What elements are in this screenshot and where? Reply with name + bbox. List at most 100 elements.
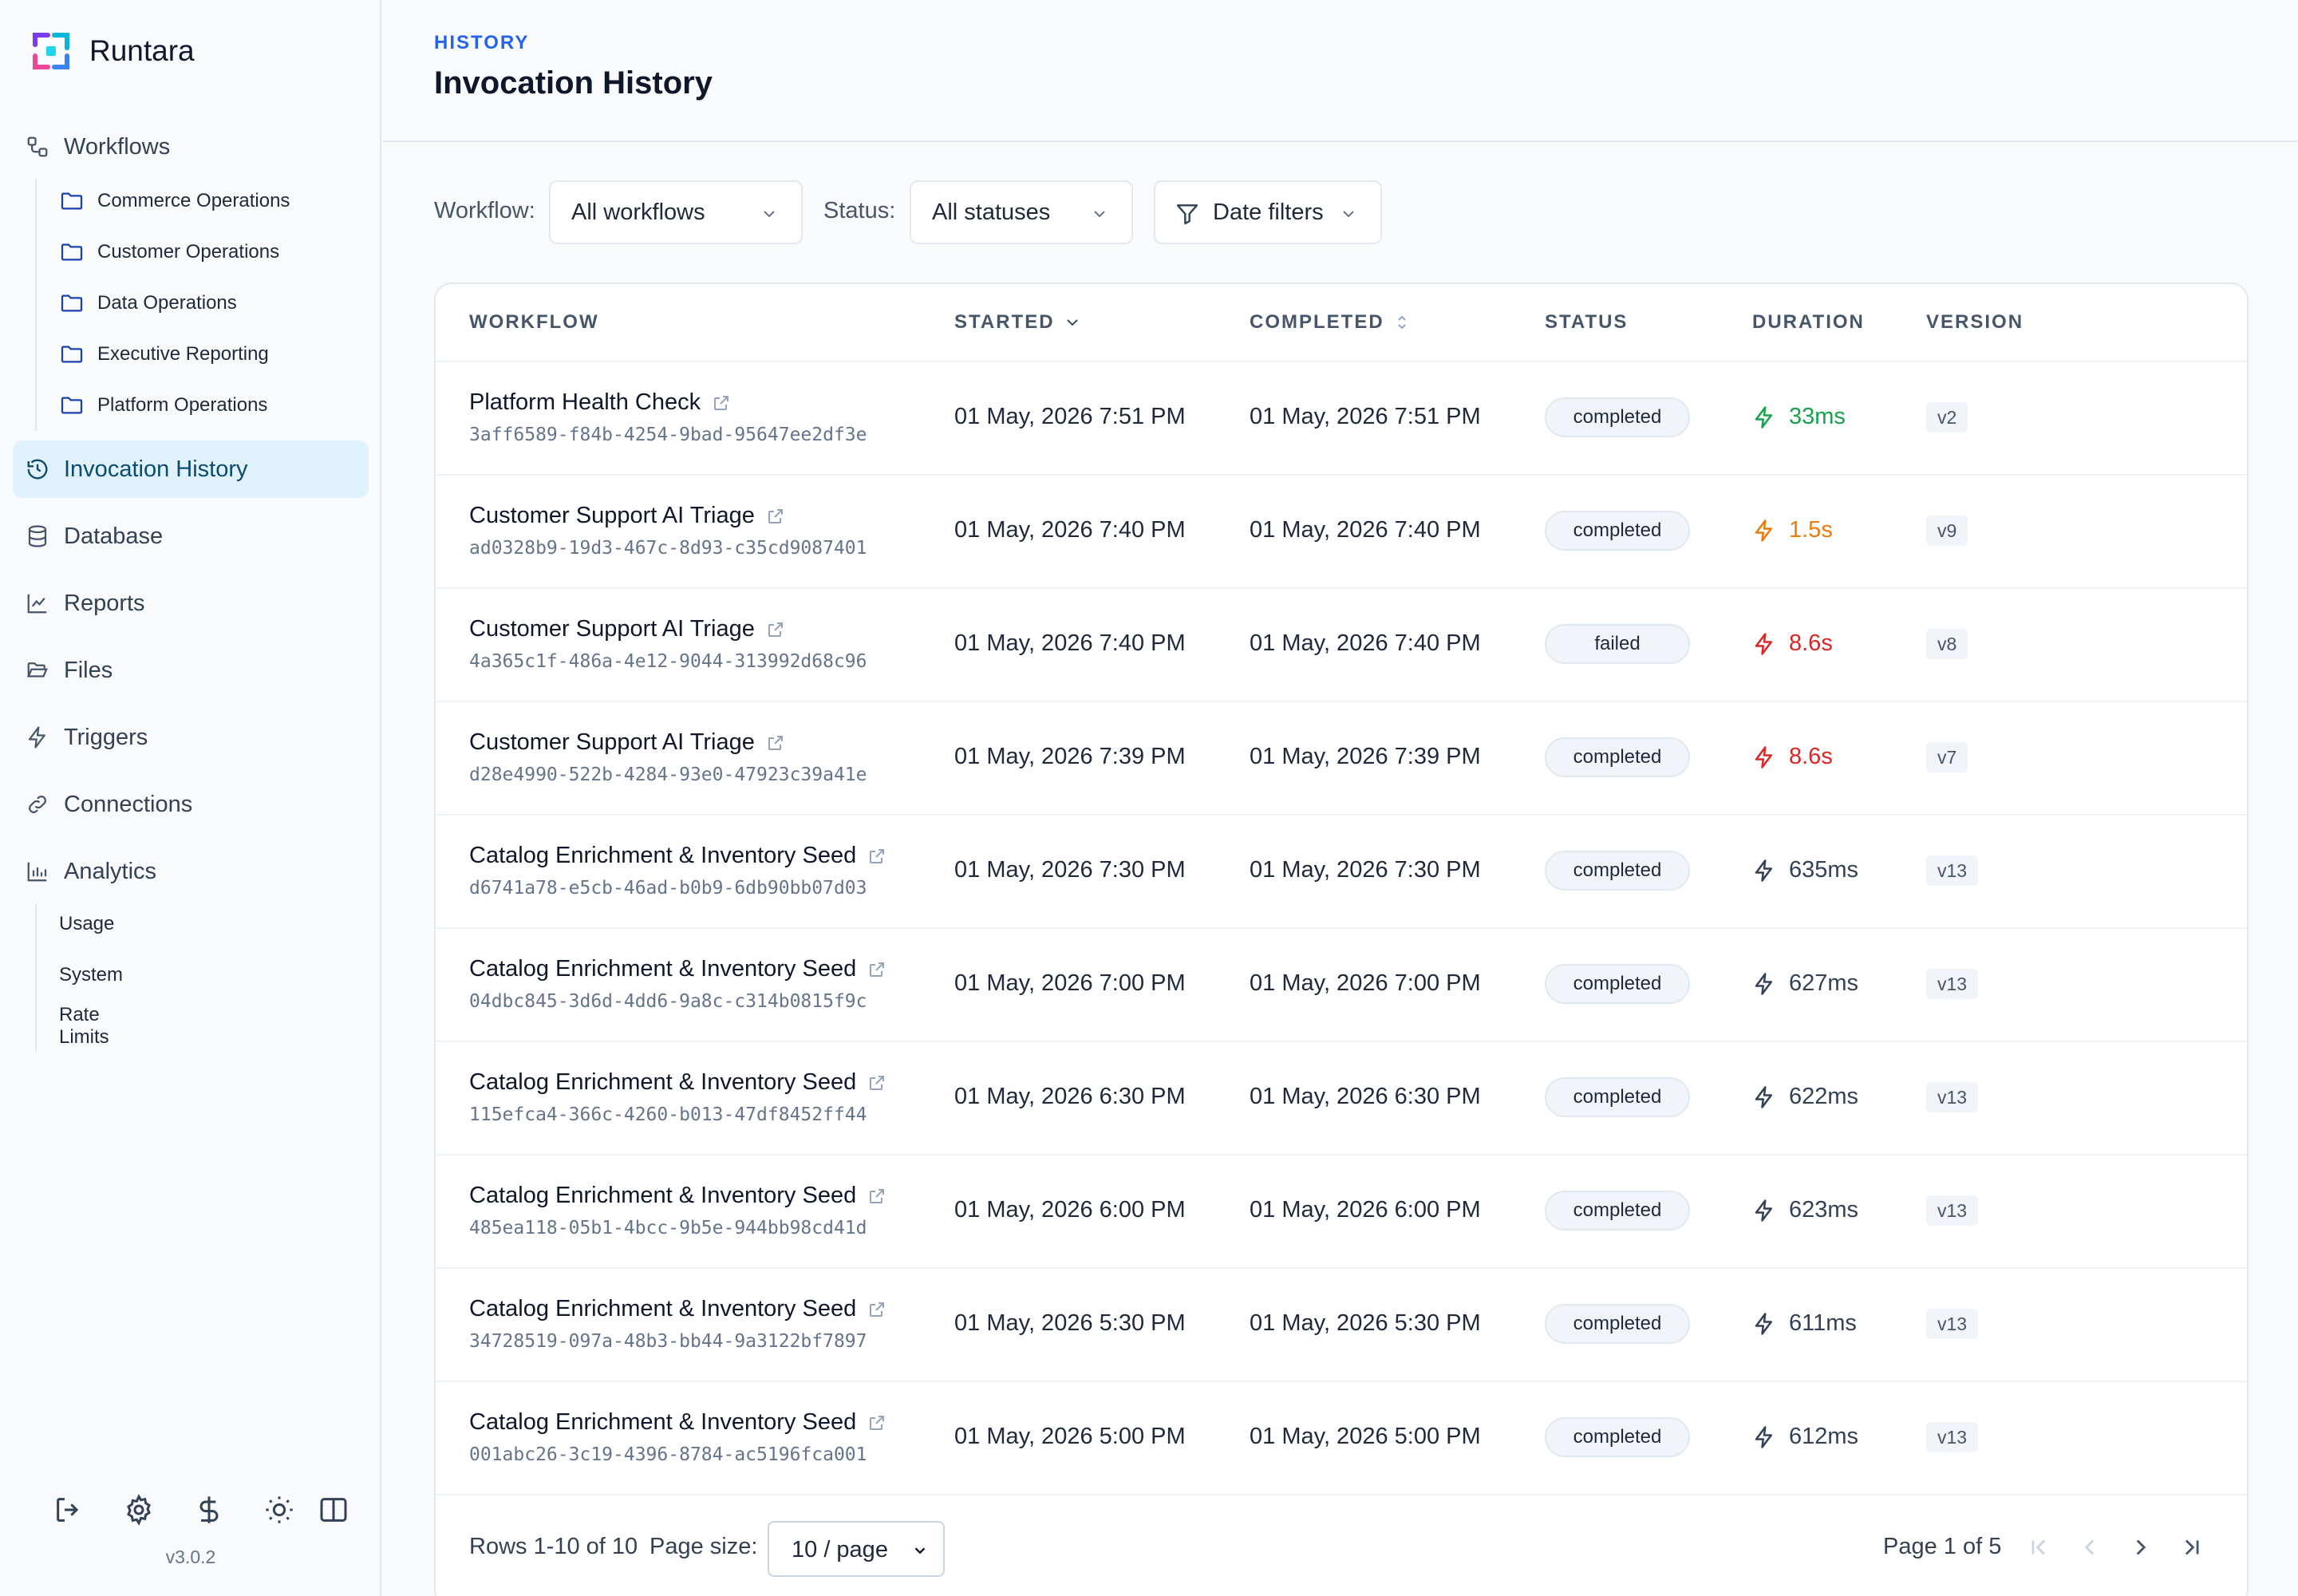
workflow-name-link[interactable]: Catalog Enrichment & Inventory Seed <box>469 1296 886 1322</box>
workflow-name-link[interactable]: Catalog Enrichment & Inventory Seed <box>469 1069 886 1096</box>
table-row[interactable]: Platform Health Check 3aff6589-f84b-4254-… <box>436 362 2247 476</box>
status-badge: completed <box>1545 737 1690 777</box>
workflow-name-link[interactable]: Customer Support AI Triage <box>469 503 785 529</box>
workflow-filter-select[interactable]: All workflows <box>549 180 803 244</box>
folder-icon <box>61 397 83 414</box>
workflow-icon <box>27 136 48 157</box>
external-link-icon[interactable] <box>766 733 785 753</box>
brand[interactable]: Runtara <box>32 32 195 70</box>
filter-bar: Workflow: All workflows Status: All stat… <box>434 180 2189 244</box>
sidebar-item-label: Workflows <box>64 133 171 160</box>
chevron-down-icon <box>1094 211 1105 218</box>
invocation-id: d6741a78-e5cb-46ad-b0b9-6db90bb07d03 <box>469 878 867 899</box>
folder-item-executive-reporting[interactable]: Executive Reporting <box>59 335 269 373</box>
sidebar-item-usage[interactable]: Usage <box>59 913 115 934</box>
workflow-name-link[interactable]: Catalog Enrichment & Inventory Seed <box>469 956 886 982</box>
table-row[interactable]: Customer Support AI Triage d28e4990-522b-… <box>436 702 2247 816</box>
sidebar-item-reports[interactable]: Reports <box>13 575 369 632</box>
invocation-id: d28e4990-522b-4284-93e0-47923c39a41e <box>469 764 867 785</box>
column-header-started[interactable]: STARTED <box>954 311 1082 334</box>
gear-icon[interactable] <box>123 1494 155 1526</box>
sun-icon[interactable] <box>263 1494 295 1526</box>
external-link-icon[interactable] <box>867 1413 886 1432</box>
workflow-name-link[interactable]: Customer Support AI Triage <box>469 729 785 756</box>
date-filters-button[interactable]: Date filters <box>1154 180 1382 244</box>
started-time: 01 May, 2026 6:30 PM <box>954 1084 1186 1109</box>
folder-item-data-operations[interactable]: Data Operations <box>59 284 237 322</box>
external-link-icon[interactable] <box>867 960 886 979</box>
external-link-icon[interactable] <box>867 1187 886 1206</box>
sidebar-item-rate-limits[interactable]: Rate Limits <box>59 1004 109 1048</box>
table-row[interactable]: Catalog Enrichment & Inventory Seed 001ab… <box>436 1382 2247 1495</box>
status-badge: completed <box>1545 397 1690 437</box>
dollar-icon[interactable] <box>193 1494 225 1526</box>
table-row[interactable]: Customer Support AI Triage 4a365c1f-486a-… <box>436 589 2247 702</box>
table-row[interactable]: Catalog Enrichment & Inventory Seed 115ef… <box>436 1042 2247 1156</box>
table-row[interactable]: Customer Support AI Triage ad0328b9-19d3-… <box>436 476 2247 589</box>
bolt-icon <box>28 726 45 749</box>
bolt-icon <box>1755 1312 1772 1335</box>
workflow-name-link[interactable]: Catalog Enrichment & Inventory Seed <box>469 1183 886 1209</box>
external-link-icon[interactable] <box>867 1300 886 1319</box>
logout-icon[interactable] <box>53 1494 85 1526</box>
page-eyebrow: HISTORY <box>434 32 530 53</box>
started-time: 01 May, 2026 7:39 PM <box>954 744 1186 769</box>
sidebar-item-invocation-history[interactable]: Invocation History <box>13 440 369 498</box>
chevron-down-icon <box>1343 211 1354 218</box>
version-badge: v8 <box>1926 629 1968 659</box>
duration: 33ms <box>1752 404 1846 430</box>
duration: 622ms <box>1752 1084 1858 1110</box>
sidebar-item-analytics[interactable]: Analytics <box>13 843 369 900</box>
folder-item-platform-operations[interactable]: Platform Operations <box>59 386 267 425</box>
version-badge: v13 <box>1926 1309 1979 1339</box>
table-row[interactable]: Catalog Enrichment & Inventory Seed d6741… <box>436 816 2247 929</box>
first-page-icon[interactable] <box>2025 1534 2052 1561</box>
workflow-name-link[interactable]: Platform Health Check <box>469 389 731 416</box>
bolt-icon <box>1755 632 1772 655</box>
completed-time: 01 May, 2026 6:30 PM <box>1250 1084 1481 1109</box>
panel-icon[interactable] <box>318 1494 349 1526</box>
invocation-id: 3aff6589-f84b-4254-9bad-95647ee2df3e <box>469 425 867 445</box>
sidebar-item-database[interactable]: Database <box>13 508 369 565</box>
sidebar-item-system[interactable]: System <box>59 964 124 986</box>
sidebar-item-label: Connections <box>64 791 193 817</box>
bolt-icon <box>1755 1199 1772 1222</box>
completed-time: 01 May, 2026 7:51 PM <box>1250 404 1481 429</box>
table-row[interactable]: Catalog Enrichment & Inventory Seed 34728… <box>436 1269 2247 1382</box>
history-icon <box>27 459 48 480</box>
sidebar-item-connections[interactable]: Connections <box>13 776 369 833</box>
invocation-id: 115efca4-366c-4260-b013-47df8452ff44 <box>469 1104 867 1125</box>
table-header: WORKFLOW STARTED COMPLETED STATUS DURATI… <box>436 284 2247 362</box>
duration: 612ms <box>1752 1424 1858 1450</box>
prev-page-icon[interactable] <box>2076 1534 2103 1561</box>
completed-time: 01 May, 2026 5:00 PM <box>1250 1424 1481 1449</box>
next-page-icon[interactable] <box>2127 1534 2154 1561</box>
table-row[interactable]: Catalog Enrichment & Inventory Seed 04dbc… <box>436 929 2247 1042</box>
column-header-completed[interactable]: COMPLETED <box>1250 311 1412 334</box>
status-filter-select[interactable]: All statuses <box>910 180 1133 244</box>
page-size-select[interactable]: 10 / page <box>768 1521 945 1577</box>
last-page-icon[interactable] <box>2178 1534 2205 1561</box>
sidebar-item-label: Reports <box>64 590 145 616</box>
folder-item-commerce-operations[interactable]: Commerce Operations <box>59 182 290 220</box>
external-link-icon[interactable] <box>712 393 731 413</box>
external-link-icon[interactable] <box>867 1073 886 1092</box>
duration: 627ms <box>1752 970 1858 997</box>
external-link-icon[interactable] <box>766 620 785 639</box>
workflow-name-link[interactable]: Catalog Enrichment & Inventory Seed <box>469 1409 886 1436</box>
sidebar-item-files[interactable]: Files <box>13 642 369 699</box>
sidebar-item-workflows[interactable]: Workflows <box>13 118 369 176</box>
chevron-down-icon <box>1066 319 1078 326</box>
link-icon <box>29 796 46 813</box>
external-link-icon[interactable] <box>766 507 785 526</box>
workflow-folder-tree: Commerce Operations Customer Operations … <box>35 179 290 431</box>
external-link-icon[interactable] <box>867 847 886 866</box>
status-badge: completed <box>1545 1417 1690 1457</box>
bolt-icon <box>1755 1085 1772 1108</box>
table-row[interactable]: Catalog Enrichment & Inventory Seed 485ea… <box>436 1156 2247 1269</box>
workflow-name-link[interactable]: Customer Support AI Triage <box>469 616 785 642</box>
workflow-name-link[interactable]: Catalog Enrichment & Inventory Seed <box>469 843 886 869</box>
sidebar-item-triggers[interactable]: Triggers <box>13 709 369 766</box>
folder-item-customer-operations[interactable]: Customer Operations <box>59 233 279 271</box>
duration: 1.5s <box>1752 517 1833 543</box>
